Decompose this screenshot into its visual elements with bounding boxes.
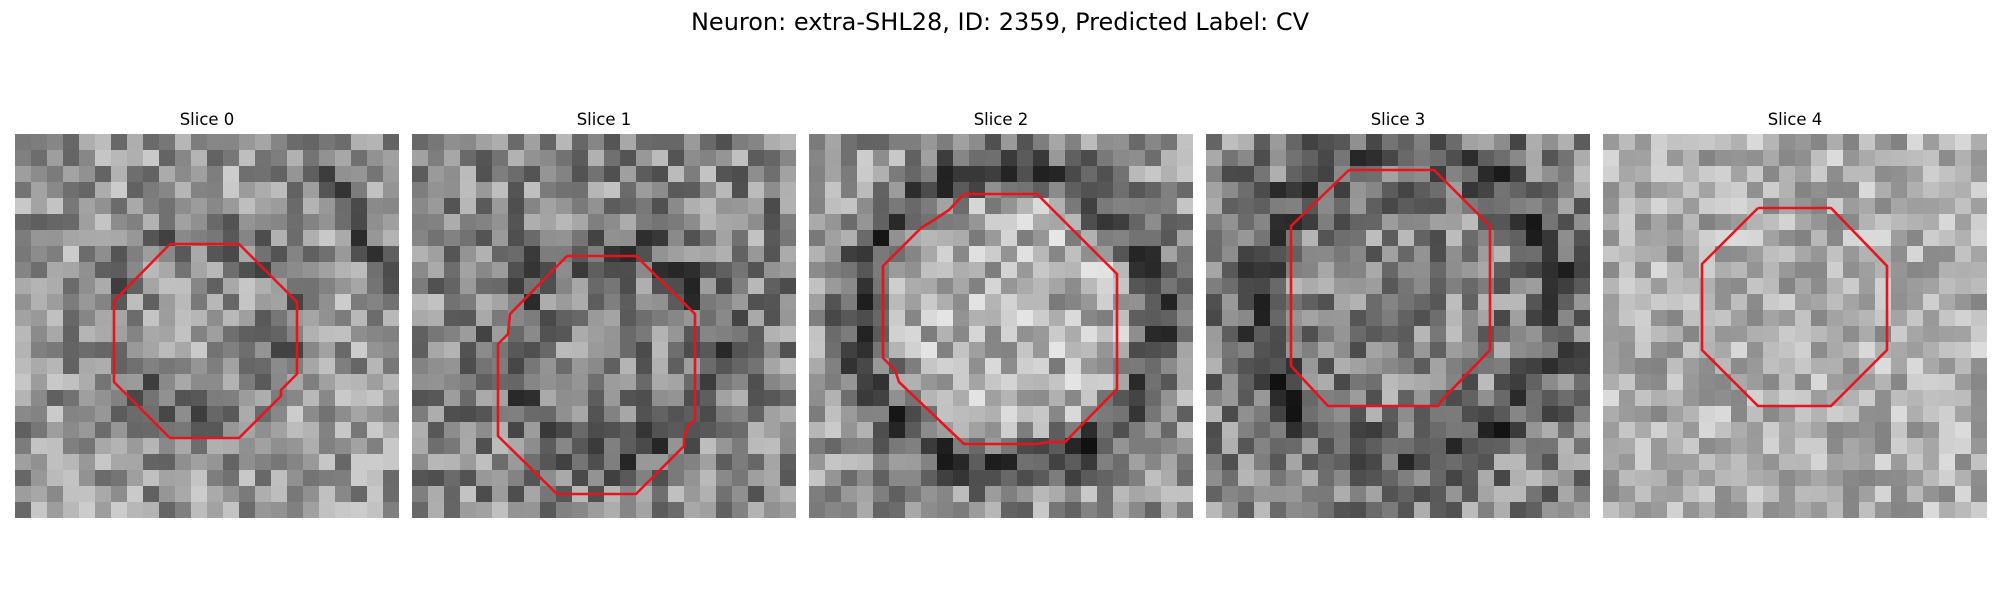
slice-panel-2: Slice 2 — [809, 108, 1193, 518]
contour-overlay-0 — [112, 242, 299, 440]
slice-image-3 — [1206, 134, 1590, 518]
grayscale-patch-0 — [15, 134, 399, 518]
slice-image-1 — [412, 134, 796, 518]
slice-panel-0: Slice 0 — [15, 108, 399, 518]
contour-octagon-0 — [112, 242, 299, 440]
slice-title-2: Slice 2 — [973, 110, 1029, 129]
contour-overlay-1 — [496, 254, 697, 496]
slice-image-4 — [1603, 134, 1987, 518]
slice-panel-4: Slice 4 — [1603, 108, 1987, 518]
contour-octagon-1 — [496, 254, 697, 496]
contour-overlay-3 — [1289, 168, 1492, 408]
slice-title-1: Slice 1 — [576, 110, 632, 129]
slice-panel-3: Slice 3 — [1206, 108, 1590, 518]
contour-octagon-2 — [881, 192, 1119, 446]
figure-title: Neuron: extra-SHL28, ID: 2359, Predicted… — [690, 8, 1310, 36]
slice-title-4: Slice 4 — [1767, 110, 1823, 129]
contour-octagon-3 — [1289, 168, 1492, 408]
slice-image-0 — [15, 134, 399, 518]
slice-image-2 — [809, 134, 1193, 518]
grayscale-patch-4 — [1603, 134, 1987, 518]
contour-overlay-4 — [1700, 206, 1889, 408]
grayscale-patch-2 — [809, 134, 1193, 518]
contour-overlay-2 — [881, 192, 1119, 446]
slice-title-0: Slice 0 — [179, 110, 235, 129]
contour-octagon-4 — [1700, 206, 1889, 408]
slice-title-3: Slice 3 — [1370, 110, 1426, 129]
grayscale-patch-1 — [412, 134, 796, 518]
slice-panel-1: Slice 1 — [412, 108, 796, 518]
grayscale-patch-3 — [1206, 134, 1590, 518]
